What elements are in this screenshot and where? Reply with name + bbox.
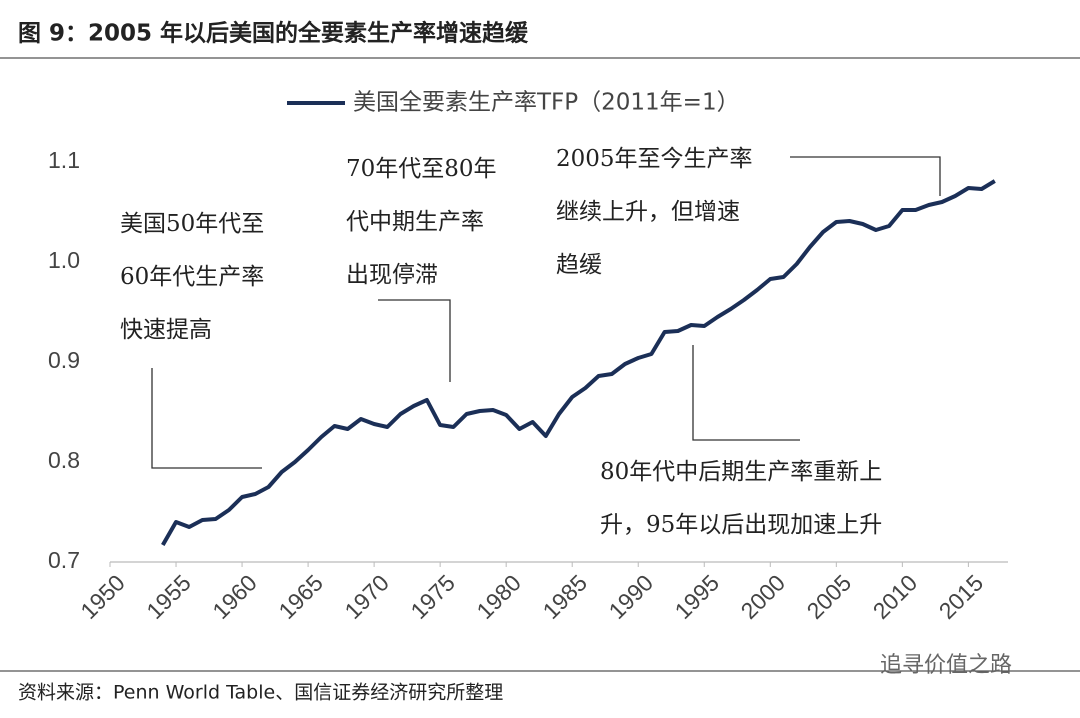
x-tick-label: 2000	[736, 569, 791, 624]
x-tick-label: 1960	[207, 569, 262, 624]
annotation: 趋缓	[556, 252, 602, 278]
y-tick-label: 0.8	[48, 447, 80, 473]
annotation: 60年代生产率	[120, 264, 264, 290]
leader-line	[378, 299, 451, 382]
figure-title: 图 9：2005 年以后美国的全要素生产率增速趋缓	[18, 20, 529, 47]
watermark: 追寻价值之路	[880, 653, 1012, 678]
leader-line	[151, 368, 262, 469]
x-tick-label: 1975	[405, 569, 460, 624]
x-tick-label: 1980	[471, 569, 526, 624]
x-tick-label: 1995	[670, 569, 725, 624]
annotation: 美国50年代至	[120, 211, 264, 237]
y-tick-label: 1.0	[48, 247, 80, 273]
x-tick-label: 1985	[537, 569, 592, 624]
annotation: 2005年至今生产率	[556, 146, 753, 172]
x-tick-label: 2005	[802, 569, 857, 624]
x-tick-label: 2010	[868, 569, 923, 624]
x-tick-label: 1990	[603, 569, 658, 624]
series-line	[161, 179, 996, 546]
source: 资料来源：Penn World Table、国信证券经济研究所整理	[18, 682, 503, 704]
x-tick-label: 1970	[339, 569, 394, 624]
annotation: 代中期生产率	[346, 209, 484, 235]
annotation: 80年代中后期生产率重新上	[600, 459, 882, 485]
x-tick-label: 2015	[934, 569, 989, 624]
annotation: 继续上升，但增速	[556, 199, 740, 225]
y-tick-label: 0.7	[48, 547, 80, 573]
x-tick-label: 1950	[75, 569, 130, 624]
y-tick-label: 1.1	[48, 147, 80, 173]
legend-label: 美国全要素生产率TFP（2011年=1）	[353, 90, 740, 116]
x-tick-label: 1955	[141, 569, 196, 624]
leader-line	[692, 345, 800, 441]
annotation: 升，95年以后出现加速上升	[600, 512, 882, 538]
annotation: 出现停滞	[346, 262, 438, 288]
x-tick-label: 1965	[273, 569, 328, 624]
annotation: 70年代至80年	[346, 156, 497, 182]
leader-line	[790, 156, 941, 196]
y-tick-label: 0.9	[48, 347, 80, 373]
annotation: 快速提高	[120, 317, 212, 343]
